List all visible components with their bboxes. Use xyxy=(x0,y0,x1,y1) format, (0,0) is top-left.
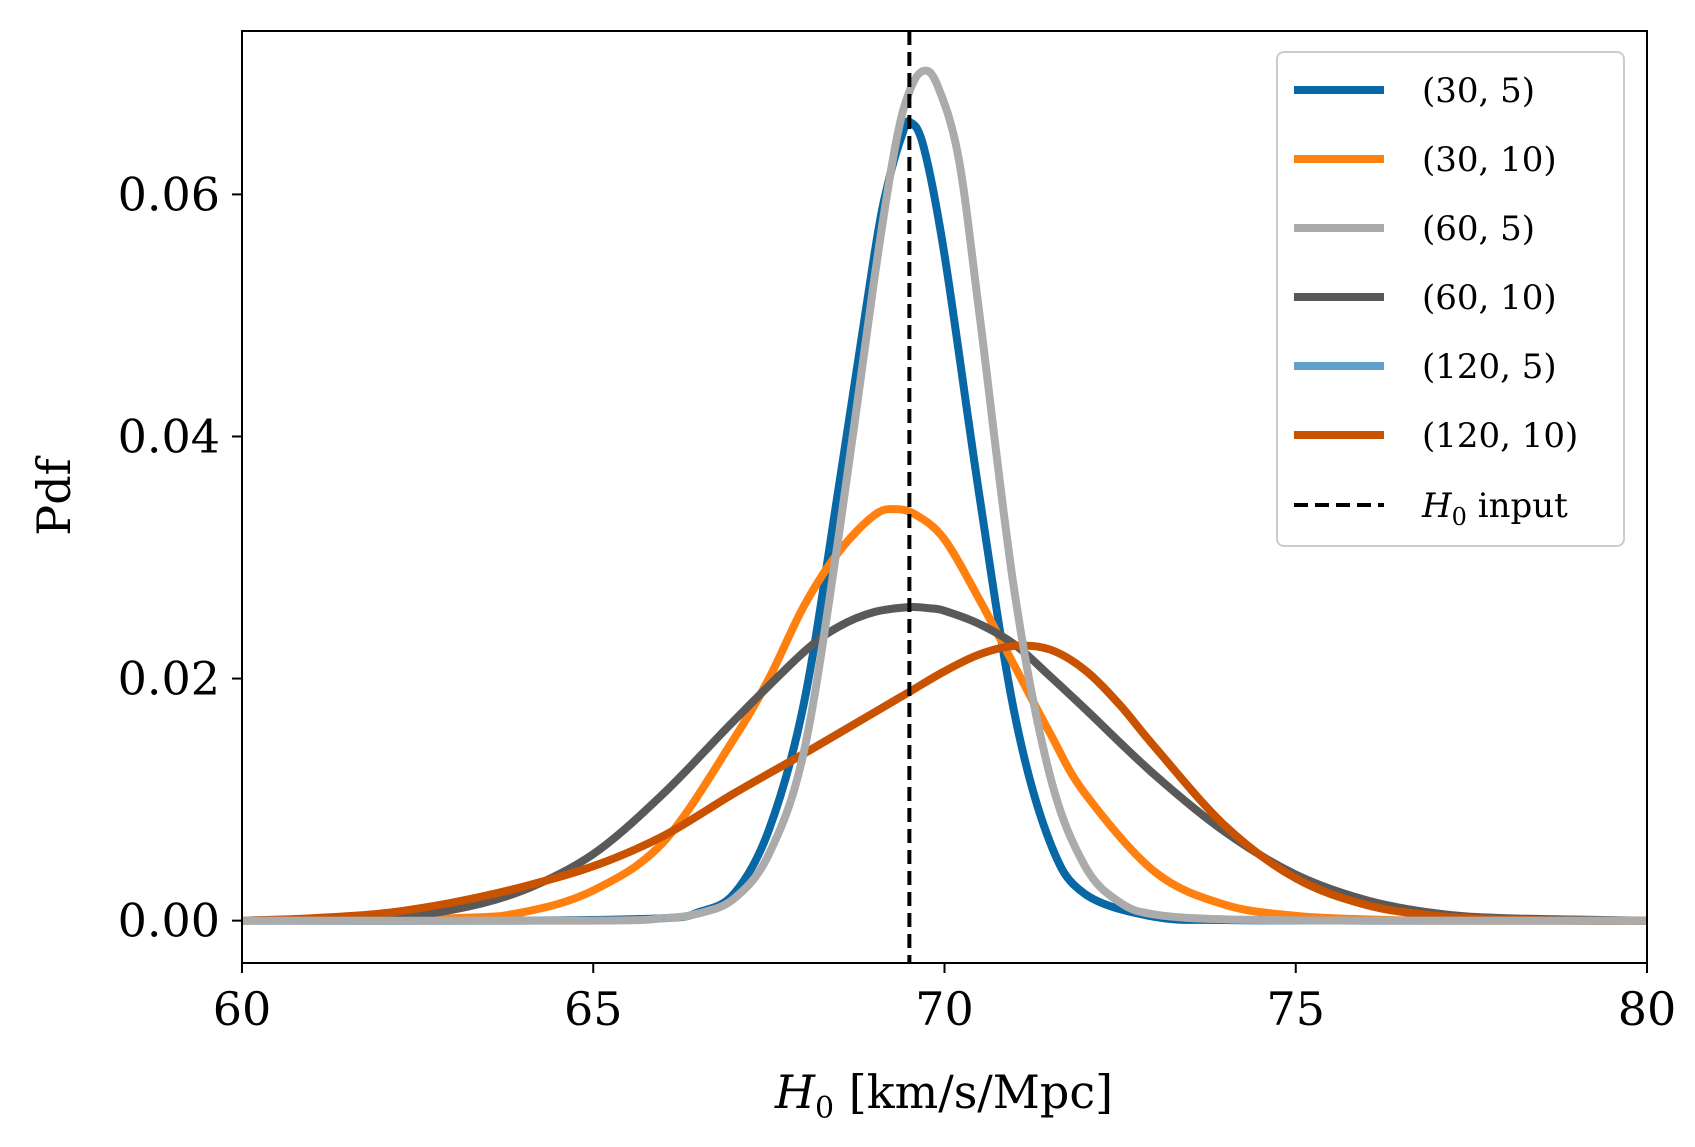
x-axis-label: H0 [km/s/Mpc] xyxy=(774,1065,1113,1126)
series-line-30-10 xyxy=(241,505,1648,925)
legend-label-30-5: (30, 5) xyxy=(1422,71,1535,111)
legend-item-30-5: (30, 5) xyxy=(1294,71,1535,111)
legend-label-h0-input: H0 input xyxy=(1421,486,1568,531)
x-tick-label-80: 80 xyxy=(1618,982,1677,1036)
legend-item-60-10: (60, 10) xyxy=(1294,278,1557,318)
legend-item-h0-input: H0 input xyxy=(1294,486,1568,531)
ticks-layer: 60 65 70 75 80 0.00 0.02 0.04 0.06 xyxy=(118,167,1677,1036)
legend-items: (30, 5) (30, 10) (60, 5) (60, 10) (120, 5) (1… xyxy=(1294,71,1578,456)
series-line-120-10 xyxy=(241,641,1648,925)
legend-label-120-10: (120, 10) xyxy=(1422,416,1578,456)
legend: (30, 5) (30, 10) (60, 5) (60, 10) (120, 5) (1… xyxy=(1276,51,1625,547)
legend-label-30-10: (30, 10) xyxy=(1422,140,1557,180)
y-axis-label: Pdf xyxy=(27,455,81,535)
series-layer xyxy=(241,66,1648,925)
y-tick-label-0.06: 0.06 xyxy=(118,167,220,221)
x-tick-label-70: 70 xyxy=(915,982,974,1036)
x-tick-label-60: 60 xyxy=(213,982,272,1036)
legend-item-120-10: (120, 10) xyxy=(1294,416,1578,456)
y-tick-label-0.00: 0.00 xyxy=(118,894,220,948)
legend-item-60-5: (60, 5) xyxy=(1294,209,1535,249)
legend-label-120-5: (120, 5) xyxy=(1422,347,1557,387)
legend-item-120-5: (120, 5) xyxy=(1294,347,1557,387)
series-line-60-10 xyxy=(241,602,1648,925)
x-tick-label-75: 75 xyxy=(1266,982,1325,1036)
series-line-60-5 xyxy=(241,66,1648,925)
x-tick-label-65: 65 xyxy=(564,982,623,1036)
legend-box xyxy=(1276,51,1625,547)
legend-item-30-10: (30, 10) xyxy=(1294,140,1557,180)
y-tick-label-0.02: 0.02 xyxy=(118,652,220,706)
legend-label-60-5: (60, 5) xyxy=(1422,209,1535,249)
legend-label-60-10: (60, 10) xyxy=(1422,278,1557,318)
y-tick-label-0.04: 0.04 xyxy=(118,409,220,463)
